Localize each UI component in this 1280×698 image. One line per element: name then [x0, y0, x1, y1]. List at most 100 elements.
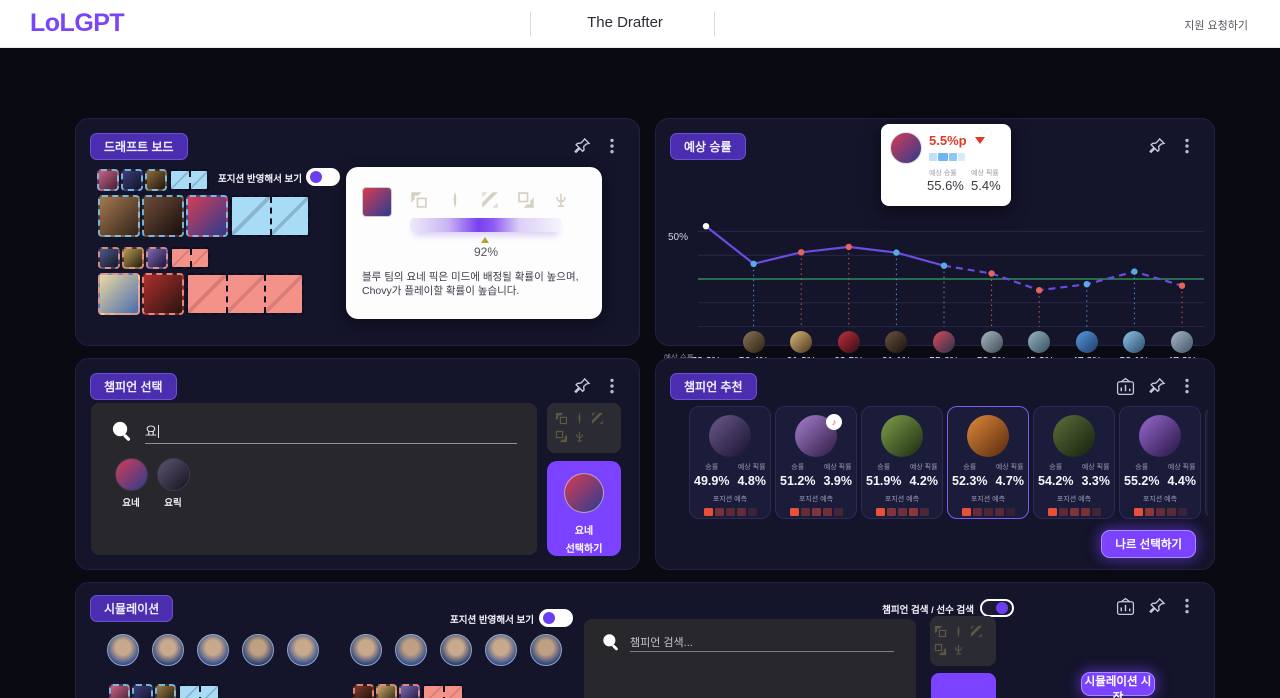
more-options-icon[interactable] [1178, 377, 1198, 397]
champion-icon[interactable] [98, 273, 140, 315]
position-predict-label: 포지션 예측 [884, 496, 920, 503]
champion-icon[interactable] [186, 195, 228, 237]
player-avatar[interactable] [485, 634, 517, 666]
empty-slot[interactable] [172, 249, 190, 267]
champion-icon[interactable] [132, 684, 153, 698]
win-rate-label: 승률 [791, 464, 805, 471]
top-lane-icon [555, 412, 568, 425]
win-rate-stat: 승률 52.3% [952, 462, 987, 488]
pick-rate-stat: 예상 픽률 3.9% [823, 462, 852, 488]
empty-slot[interactable] [264, 275, 302, 313]
more-options-icon[interactable] [1178, 137, 1198, 157]
player-avatar[interactable] [440, 634, 472, 666]
champion-name: 요릭 [164, 498, 182, 509]
empty-slot[interactable] [226, 275, 264, 313]
win-rate-title: 예상 승률 [670, 133, 746, 160]
position-view-toggle[interactable] [306, 168, 340, 186]
pin-icon[interactable] [573, 137, 593, 157]
champion-icon[interactable] [885, 331, 908, 353]
player-avatar[interactable] [197, 634, 229, 666]
position-view-toggle[interactable] [539, 609, 573, 627]
empty-slot[interactable] [199, 686, 218, 698]
recommend-card[interactable]: 승률 49.9% 예상 픽률 4.8% 포지션 예측 [689, 406, 771, 519]
champion-icon[interactable] [790, 331, 813, 353]
champion-icon[interactable] [1171, 331, 1193, 353]
empty-slot[interactable] [190, 249, 208, 267]
support-request-link[interactable]: 지원 요청하기 [1184, 20, 1248, 32]
empty-slot[interactable] [270, 197, 308, 235]
position-predict-bar [1206, 508, 1208, 516]
player-avatar[interactable] [107, 634, 139, 666]
pick-rate-value: 4.8% [737, 474, 766, 488]
top-header: LoLGPT The Drafter 지원 요청하기 [0, 0, 1280, 48]
champion-icon[interactable] [109, 684, 130, 698]
select-button-partial[interactable] [931, 673, 996, 698]
champion-icon[interactable] [121, 169, 143, 191]
pin-icon[interactable] [1148, 597, 1168, 617]
champion-icon[interactable] [742, 331, 765, 353]
champion-icon[interactable] [98, 195, 140, 237]
empty-slot[interactable] [188, 275, 226, 313]
champion-icon[interactable] [980, 331, 1003, 353]
more-options-icon[interactable] [1178, 597, 1198, 617]
champion-icon [1053, 415, 1095, 457]
search-result-champion[interactable]: 요릭 [152, 458, 194, 509]
jungle-lane-icon [954, 625, 963, 638]
app-logo[interactable]: LoLGPT [30, 9, 125, 37]
empty-slot[interactable] [189, 171, 207, 189]
recommend-card[interactable]: ♪ 승률 51.2% 예상 픽률 3.9% 포지션 예측 [775, 406, 857, 519]
pin-icon[interactable] [573, 377, 593, 397]
pin-icon[interactable] [1148, 377, 1168, 397]
position-filter-box[interactable] [547, 403, 621, 453]
player-avatar[interactable] [242, 634, 274, 666]
pin-icon[interactable] [1148, 137, 1168, 157]
recommend-card[interactable]: 승률 55.2% 예상 픽률 4.4% 포지션 예측 [1119, 406, 1201, 519]
empty-slot[interactable] [171, 171, 189, 189]
win-rate-label: 승률 [1135, 464, 1149, 471]
champion-icon[interactable] [122, 247, 144, 269]
champion-icon[interactable] [98, 247, 120, 269]
empty-slot[interactable] [232, 197, 270, 235]
champion-icon[interactable] [145, 169, 167, 191]
input-underline [630, 651, 894, 652]
search-input[interactable]: 요 [145, 421, 159, 440]
champion-icon[interactable] [142, 273, 184, 315]
empty-slot[interactable] [424, 686, 443, 698]
player-avatar[interactable] [350, 634, 382, 666]
search-mode-toggle[interactable] [980, 599, 1014, 617]
recommend-card[interactable]: 승률 51.9% 예상 픽률 4.2% 포지션 예측 [861, 406, 943, 519]
champion-icon[interactable] [353, 684, 374, 698]
player-avatar[interactable] [287, 634, 319, 666]
player-avatar[interactable] [395, 634, 427, 666]
champion-icon[interactable] [933, 331, 955, 353]
champion-icon[interactable] [376, 684, 397, 698]
search-result-champion[interactable]: 요네 [110, 458, 152, 509]
champion-icon[interactable] [837, 331, 860, 353]
champion-icon[interactable] [146, 247, 168, 269]
bar-chart-icon[interactable] [1116, 377, 1136, 397]
champion-icon[interactable] [155, 684, 176, 698]
win-rate-stat: 승률 51.2% [780, 462, 815, 488]
start-simulation-button[interactable]: 시뮬레이션 시작 [1081, 672, 1155, 698]
empty-slot[interactable] [180, 686, 199, 698]
recommend-card[interactable]: 승률 52.3% 예상 픽률 4.7% 포지션 예측 [947, 406, 1029, 519]
champion-icon[interactable] [1028, 331, 1051, 353]
position-filter-box[interactable] [930, 616, 996, 666]
champion-icon[interactable] [97, 169, 119, 191]
champion-icon[interactable] [1123, 331, 1146, 353]
more-options-icon[interactable] [603, 137, 623, 157]
champion-icon[interactable] [142, 195, 184, 237]
select-champion-button[interactable]: 요네 선택하기 [547, 461, 621, 556]
champion-icon[interactable] [399, 684, 420, 698]
champion-icon[interactable] [1075, 331, 1098, 353]
player-avatar[interactable] [530, 634, 562, 666]
empty-slot[interactable] [443, 686, 462, 698]
search-input[interactable]: 챔피언 검색... [630, 637, 693, 649]
recommend-card[interactable]: 승률5예상 픽률포지션 예측 [1205, 406, 1208, 519]
recommend-card[interactable]: 승률 54.2% 예상 픽률 3.3% 포지션 예측 [1033, 406, 1115, 519]
player-avatar[interactable] [152, 634, 184, 666]
select-gnar-button[interactable]: 나르 선택하기 [1101, 530, 1196, 558]
bar-chart-icon[interactable] [1116, 597, 1136, 617]
more-options-icon[interactable] [603, 377, 623, 397]
win-rate-label: 승률 [963, 464, 977, 471]
